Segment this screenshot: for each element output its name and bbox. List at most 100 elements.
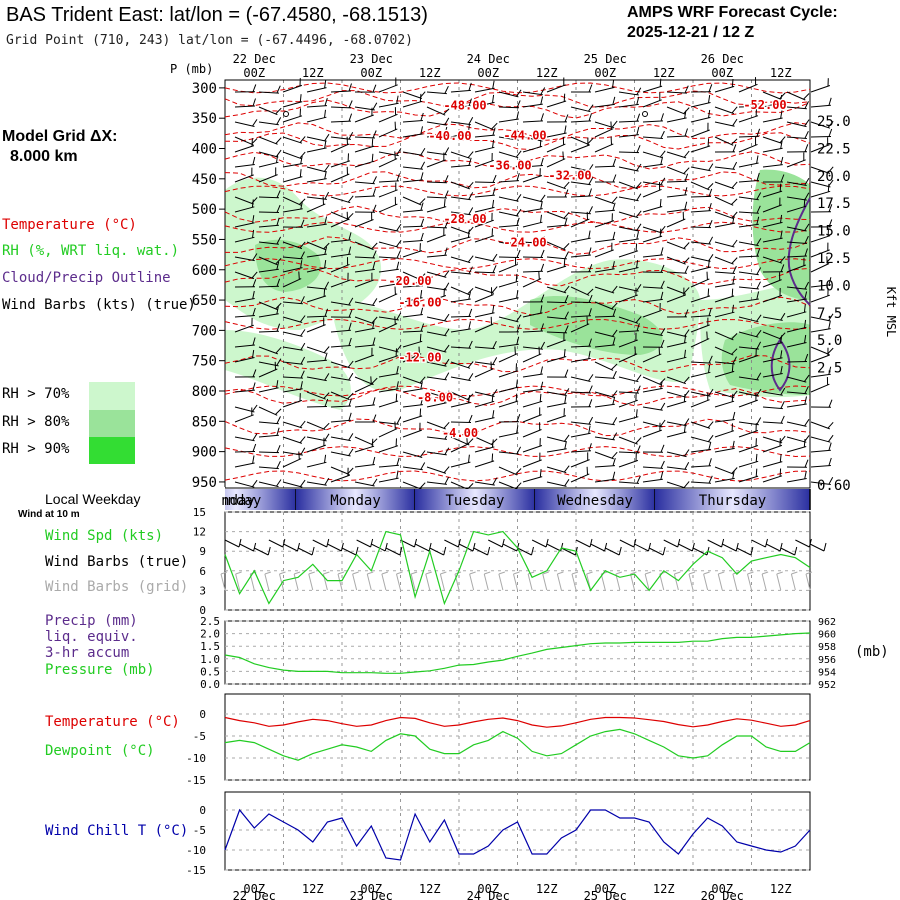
wind-barb-grid (366, 571, 374, 591)
wind-barb (690, 236, 714, 245)
wind-barb (402, 290, 423, 303)
wind-barb (786, 470, 807, 483)
temp-contour-label: -40.00 (428, 129, 471, 143)
wind-barb (786, 319, 807, 333)
wind-barb-true (502, 542, 520, 552)
wind-barb-true (722, 542, 739, 552)
wind-barb (810, 399, 833, 408)
wind-barb (426, 227, 446, 243)
wind-barb (522, 305, 543, 318)
wind-barb (378, 107, 398, 123)
top-hour-label: 12Z (536, 66, 558, 80)
wind-barb (330, 246, 352, 258)
wind-barb (306, 97, 328, 108)
wind-barb (690, 94, 711, 108)
wind-barb-grid (747, 571, 754, 591)
wind-barb (618, 260, 639, 273)
temp-ytick-label: -15 (186, 774, 206, 787)
wind-barb (402, 333, 423, 348)
wind-barb (258, 323, 281, 333)
wind-barb (570, 452, 590, 468)
wind-barb (378, 173, 400, 183)
wind-barb-true (663, 538, 681, 548)
wind-barb (546, 332, 566, 348)
cloud-outline (770, 338, 791, 392)
wind-barb (522, 138, 543, 153)
wind-barb (642, 302, 662, 318)
wind-barb (690, 434, 714, 443)
wind-barb (474, 187, 496, 198)
wind-barb (786, 101, 809, 110)
wind-barb (570, 294, 593, 303)
wind-barb (378, 240, 402, 248)
wind-barb (714, 118, 738, 127)
wind-ytick-label: 3 (199, 584, 206, 597)
wind-barb (522, 407, 542, 423)
wind-barb (738, 281, 761, 290)
wind-barb (354, 212, 374, 228)
wind-barb (690, 188, 713, 198)
temp-contour (225, 236, 811, 255)
wind-barb (450, 229, 471, 243)
wind-barb (306, 281, 330, 290)
wind-barb (330, 360, 354, 369)
wind-barb (450, 255, 474, 264)
wind-barb (810, 137, 830, 153)
wind-barb (714, 256, 738, 265)
wind-barb (402, 91, 426, 99)
bottom-hour-label: 00Z (594, 882, 616, 896)
wind-barb (282, 315, 306, 323)
wind-at-label: Wind at 10 m (18, 509, 80, 520)
wind-barb (618, 181, 642, 190)
wind-barb-grid (220, 571, 228, 591)
wind-barb (546, 258, 567, 273)
wind-barb (378, 196, 398, 213)
wind-barb (498, 446, 522, 455)
wind-barb (738, 267, 762, 276)
wind-barb (378, 344, 402, 353)
temp-contour-label: -4.00 (442, 426, 478, 440)
wind-barb (546, 441, 567, 453)
wind-barb (594, 231, 616, 243)
wind-barb (402, 271, 426, 281)
rh-swatch-90 (89, 437, 135, 464)
wind-barb (402, 481, 426, 490)
wind-barb (522, 263, 545, 273)
wind-barb (570, 247, 592, 258)
wind-barb (762, 136, 786, 144)
wind-barb (426, 117, 450, 126)
temp-contour (224, 296, 811, 316)
wind-barb (810, 183, 831, 198)
wind-barb (666, 286, 690, 295)
wind-barb (666, 211, 686, 228)
top-hour-label: 00Z (243, 66, 265, 80)
wind-barb-grid (776, 571, 783, 591)
wind-ytick-label: 9 (199, 545, 206, 558)
wind-barb (786, 91, 810, 101)
wind-barb (234, 119, 258, 127)
wind-barb (618, 96, 640, 108)
wind-barb (234, 253, 258, 262)
wind-barb (378, 261, 400, 273)
wind-barb (450, 286, 474, 296)
wind-barb (258, 236, 282, 245)
wind-barb (738, 372, 762, 381)
wind-barb (498, 290, 519, 303)
wind-barb (546, 294, 569, 304)
wind-barb (570, 136, 594, 146)
wind-barb-true (458, 542, 476, 552)
wind-barb (234, 290, 255, 303)
wind-barb (642, 422, 662, 438)
wind-barb (234, 382, 256, 393)
wind-barb (690, 331, 710, 348)
wind-barb (546, 241, 570, 251)
pressure-line (224, 632, 811, 674)
wind-barb (786, 119, 810, 128)
height-tick-label: 20.0 (817, 169, 851, 185)
wind-barb (498, 89, 522, 98)
wind-barb (282, 155, 303, 168)
wind-barb (738, 155, 759, 168)
forecast-cycle-label: AMPS WRF Forecast Cycle: (627, 4, 838, 21)
weekday-label-fragment: nday (221, 493, 255, 509)
wind-barb (354, 438, 375, 453)
